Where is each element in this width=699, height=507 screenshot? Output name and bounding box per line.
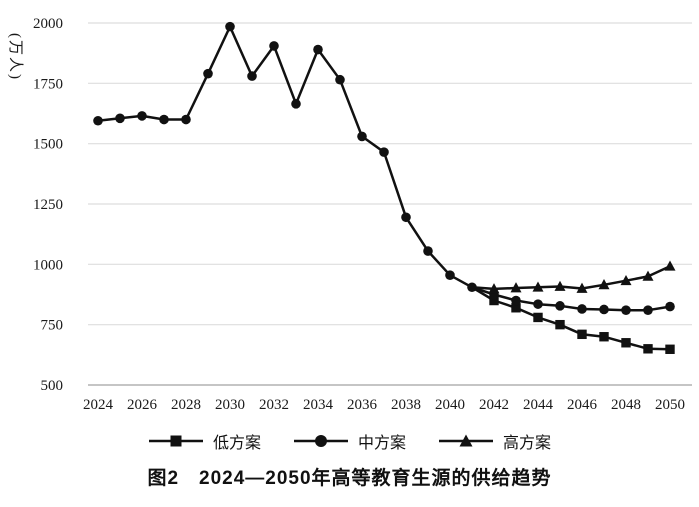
square-marker-icon [621, 338, 631, 348]
x-tick-label: 2036 [347, 397, 378, 413]
chart-legend: 低方案 中方案 高方案 [0, 428, 699, 454]
legend-item-high: 高方案 [438, 429, 551, 453]
square-marker-icon [533, 312, 543, 323]
triangle-marker-icon [554, 280, 566, 291]
y-tick-label: 1250 [33, 197, 63, 213]
circle-marker-icon [181, 114, 191, 125]
triangle-marker-icon [532, 281, 544, 292]
circle-marker-icon [423, 246, 433, 256]
circle-marker-icon [247, 71, 257, 81]
series-line-circle [96, 25, 672, 312]
y-tick-label: 2000 [33, 16, 63, 32]
y-tick-label: 1750 [33, 76, 63, 92]
circle-marker-icon [511, 295, 521, 306]
square-marker-icon [511, 303, 521, 313]
circle-marker-icon [335, 74, 345, 85]
circle-marker-icon [401, 212, 411, 223]
x-tick-label: 2038 [391, 397, 421, 413]
circle-marker-icon [577, 304, 587, 314]
triangle-marker-icon [439, 434, 493, 447]
triangle-marker-icon [510, 282, 522, 293]
circle-marker-icon [293, 435, 348, 447]
triangle-marker-icon [488, 283, 500, 294]
circle-marker-icon [93, 115, 103, 126]
circle-marker-icon [115, 113, 125, 124]
x-tick-label: 2040 [435, 397, 465, 413]
legend-label-high: 高方案 [503, 435, 552, 452]
circle-marker-icon [533, 299, 543, 309]
triangle-marker-icon [664, 260, 676, 271]
legend-label-low: 低方案 [212, 435, 261, 452]
x-tick-label: 2050 [655, 397, 685, 413]
x-tick-label: 2042 [479, 397, 509, 413]
triangle-marker-icon [642, 270, 654, 281]
x-tick-label: 2028 [171, 397, 201, 413]
triangle-marker-icon [598, 279, 610, 290]
circle-marker-icon [555, 301, 565, 311]
chart-svg: 2000 1750 1500 1250 1000 750 500 2024 2026 2028 20… [33, 16, 692, 413]
x-tick-label: 2024 [83, 397, 114, 413]
circle-marker-icon [379, 147, 389, 157]
x-tick-label: 2046 [567, 397, 598, 413]
circle-marker-icon [357, 131, 367, 142]
triangle-marker-icon [620, 274, 632, 286]
circle-marker-icon [137, 111, 147, 121]
circle-marker-icon [203, 68, 213, 79]
circle-marker-icon [159, 114, 169, 125]
square-marker-icon [599, 332, 609, 342]
circle-marker-icon [225, 21, 235, 32]
square-marker-icon [577, 329, 587, 340]
x-tick-label: 2032 [259, 397, 289, 413]
legend-item-mid: 中方案 [293, 429, 406, 453]
circle-marker-icon [665, 301, 675, 312]
series-line-triangle [470, 265, 672, 291]
x-tick-label: 2048 [611, 397, 641, 413]
triangle-marker-icon [576, 282, 588, 293]
x-tick-label: 2026 [127, 397, 158, 413]
circle-marker-icon [291, 99, 301, 109]
square-marker-icon [489, 295, 499, 306]
circle-marker-icon [269, 41, 279, 51]
circle-marker-icon [313, 44, 323, 55]
circle-marker-icon [621, 305, 631, 315]
square-marker-icon [665, 344, 675, 354]
y-tick-label: 1500 [33, 137, 63, 153]
square-marker-icon [643, 344, 653, 354]
series-line-square [470, 286, 672, 351]
y-axis-title: (万人) [7, 33, 23, 81]
circle-marker-icon [445, 270, 455, 280]
circle-marker-icon [599, 304, 609, 315]
x-tick-label: 2030 [215, 397, 245, 413]
y-tick-label: 750 [41, 318, 64, 334]
x-tick-label: 2034 [303, 397, 334, 413]
square-marker-icon [555, 319, 565, 330]
x-tick-label: 2044 [523, 397, 554, 413]
figure-caption: 图2 2024—2050年高等教育生源的供给趋势 [147, 468, 552, 489]
square-marker-icon [148, 435, 203, 447]
circle-marker-icon [643, 305, 653, 315]
legend-item-low: 低方案 [148, 429, 261, 453]
y-tick-label: 1000 [33, 257, 63, 273]
y-tick-label: 500 [41, 378, 64, 394]
legend-label-mid: 中方案 [357, 435, 406, 452]
